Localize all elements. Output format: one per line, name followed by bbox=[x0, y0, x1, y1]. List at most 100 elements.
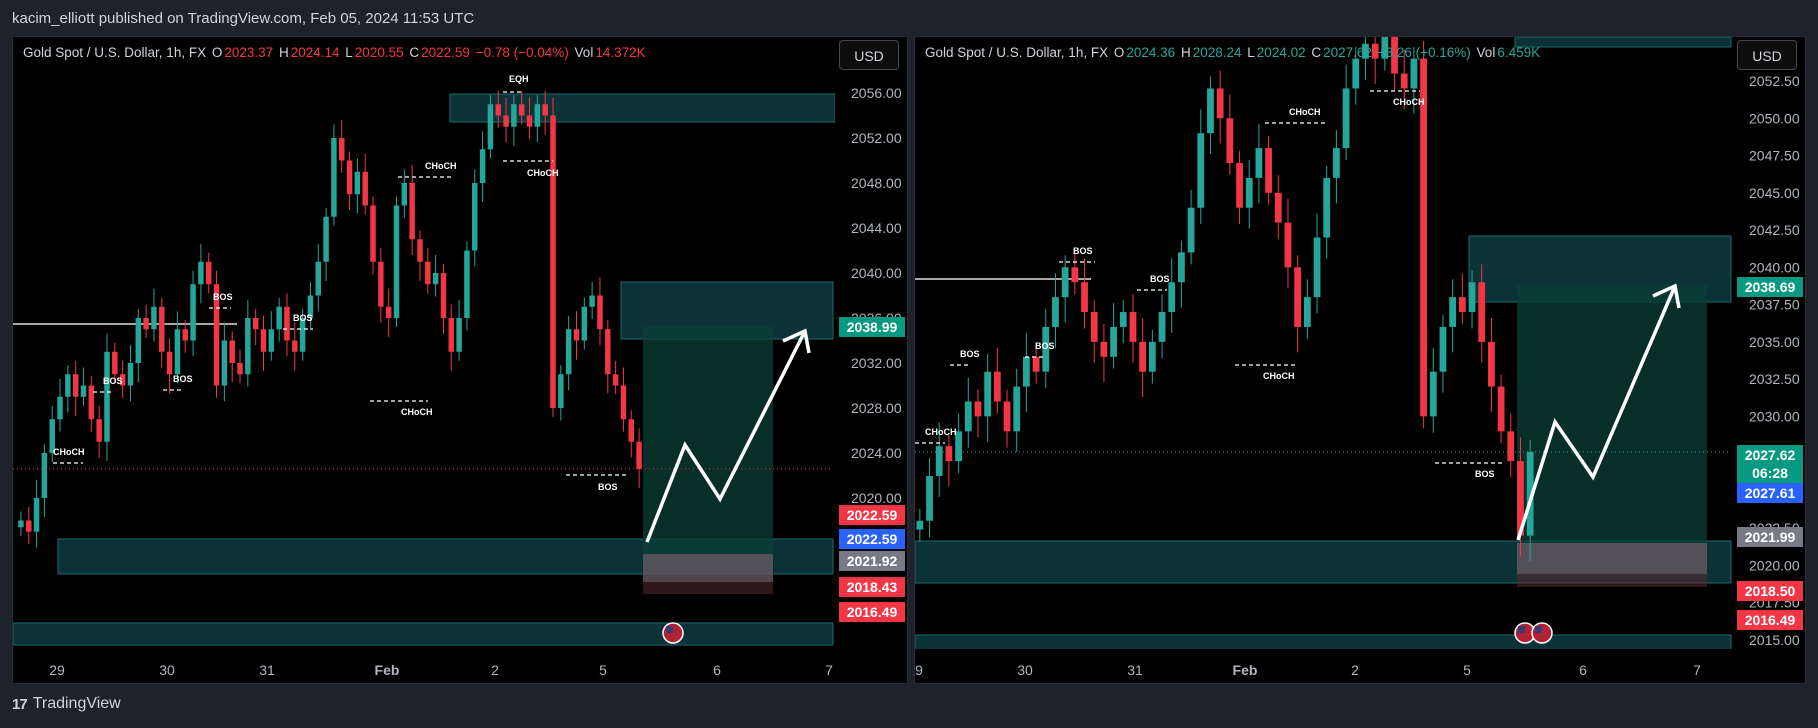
candle-body bbox=[1429, 371, 1437, 417]
price-label-tag bbox=[839, 317, 905, 337]
price-label-text: 2038.99 bbox=[847, 319, 898, 335]
candle-body bbox=[229, 340, 235, 363]
candle-body bbox=[1284, 222, 1292, 268]
price-axis-tick: 2040.00 bbox=[851, 265, 902, 281]
price-axis-tick: 2040.00 bbox=[1749, 259, 1800, 275]
legend-close-label: C bbox=[1311, 45, 1322, 60]
candle-body bbox=[245, 318, 251, 375]
structure-break-label: CHoCH bbox=[1393, 97, 1425, 107]
candle-body bbox=[409, 183, 415, 240]
price-axis-tick: 2045.00 bbox=[1749, 185, 1800, 201]
chart-canvas-right[interactable]: CHoCH BOS BOS BOS BOS CHoCH CHoCH CHoCH BOS 2052.… bbox=[915, 37, 1806, 684]
candle-body bbox=[88, 385, 95, 420]
time-axis-tick: Feb bbox=[1233, 662, 1258, 678]
chart-panel-left[interactable]: CHoCH BOS BOS BOS BOS CHoCH CHoCH EQH CHoCH BOS 20… bbox=[12, 36, 908, 684]
price-axis-tick: 2020.00 bbox=[851, 490, 902, 506]
candle-body bbox=[605, 329, 611, 375]
legend-symbol: Gold Spot / U.S. Dollar, 1h, FX bbox=[23, 45, 207, 60]
candle-body bbox=[974, 401, 982, 417]
structure-break-label: CHoCH bbox=[925, 427, 957, 437]
candle-body bbox=[1071, 267, 1079, 283]
structure-break-label: BOS bbox=[960, 349, 980, 359]
price-label-text: 2022.59 bbox=[847, 531, 898, 547]
price-label-text: 2027.61 bbox=[1745, 485, 1796, 501]
candle-body bbox=[1042, 326, 1050, 372]
candle-body bbox=[495, 104, 501, 116]
supply-demand-zone bbox=[13, 622, 834, 646]
price-label-tag bbox=[1737, 463, 1803, 483]
price-label-text: 2016.49 bbox=[847, 604, 898, 620]
structure-break-label: BOS bbox=[1150, 274, 1170, 284]
candle-body bbox=[542, 104, 548, 116]
candle-body bbox=[1187, 207, 1195, 253]
price-axis-tick: 2050.00 bbox=[1749, 110, 1800, 126]
legend-symbol: Gold Spot / U.S. Dollar, 1h, FX bbox=[925, 45, 1109, 60]
candle-body bbox=[432, 273, 439, 285]
price-axis-tick: 2048.00 bbox=[851, 175, 902, 191]
candle-body bbox=[456, 318, 462, 352]
candle-body bbox=[1400, 73, 1408, 89]
price-axis-bg bbox=[835, 37, 905, 683]
price-axis-tick: 2028.00 bbox=[851, 400, 902, 416]
supply-demand-zone bbox=[1514, 37, 1732, 48]
candle-body bbox=[1517, 461, 1524, 536]
candle-body bbox=[1148, 341, 1156, 372]
candle-body bbox=[1507, 431, 1515, 462]
legend-volume: 6.459K bbox=[1497, 45, 1541, 60]
candle-body bbox=[292, 340, 298, 352]
price-axis-tick: 2042.50 bbox=[1749, 222, 1800, 238]
candle-body bbox=[268, 329, 275, 352]
price-axis-tick: 2047.50 bbox=[1749, 148, 1800, 164]
currency-button-right[interactable]: USD bbox=[1737, 40, 1797, 70]
candle-body bbox=[1129, 312, 1137, 342]
price-label-text: 2027.62 bbox=[1745, 447, 1796, 463]
price-axis-tick: 2030.00 bbox=[1749, 408, 1800, 424]
candle-body bbox=[448, 318, 455, 352]
price-axis-tick: 2037.50 bbox=[1749, 297, 1800, 313]
candle-body bbox=[964, 401, 972, 432]
structure-break-label: CHoCH bbox=[1263, 371, 1295, 381]
candle-body bbox=[935, 446, 943, 477]
currency-button-left[interactable]: USD bbox=[839, 40, 899, 70]
candle-body bbox=[955, 431, 962, 462]
candle-body bbox=[354, 171, 361, 195]
candle-body bbox=[385, 306, 392, 318]
chart-panel-right[interactable]: CHoCH BOS BOS BOS BOS CHoCH CHoCH CHoCH BOS 2052.… bbox=[914, 36, 1806, 684]
candle-body bbox=[1216, 88, 1224, 119]
price-label-tag bbox=[1737, 527, 1803, 547]
chart-canvas-left[interactable]: CHoCH BOS BOS BOS BOS CHoCH CHoCH EQH CHoCH BOS 20… bbox=[13, 37, 908, 684]
candle-body bbox=[628, 419, 635, 442]
candle-body bbox=[1061, 267, 1069, 298]
candle-body bbox=[1410, 58, 1418, 89]
candle-body bbox=[1226, 118, 1234, 163]
price-label-text: 2018.50 bbox=[1745, 583, 1796, 599]
price-axis-tick: 2020.00 bbox=[1749, 557, 1800, 573]
candle-body bbox=[174, 329, 181, 375]
tradingview-logo-icon: 17 bbox=[12, 695, 28, 713]
candle-body bbox=[1178, 252, 1185, 283]
candle-body bbox=[945, 446, 953, 462]
candle-body bbox=[1488, 341, 1495, 387]
candle-body bbox=[237, 363, 243, 375]
candle-body bbox=[41, 453, 48, 498]
time-axis-tick: 29 bbox=[49, 662, 65, 678]
candle-body bbox=[1207, 88, 1214, 134]
candle-body bbox=[213, 284, 220, 386]
candle-body bbox=[198, 261, 204, 285]
legend-change: −0.78 (−0.04%) bbox=[475, 45, 569, 60]
legend-open-label: O bbox=[1113, 45, 1125, 60]
candle-body bbox=[315, 261, 322, 296]
candle-body bbox=[104, 351, 110, 442]
candle-body bbox=[1110, 326, 1117, 357]
price-label-tag bbox=[839, 529, 905, 549]
candle-body bbox=[190, 284, 196, 341]
candle-body bbox=[276, 306, 282, 330]
candle-body bbox=[565, 329, 572, 375]
ohlc-legend-left: Gold Spot / U.S. Dollar, 1h, FX O 2023.37… bbox=[23, 45, 648, 60]
price-label-tag bbox=[1737, 483, 1803, 503]
time-axis-tick: 5 bbox=[599, 662, 607, 678]
price-label-text: 2038.69 bbox=[1745, 279, 1796, 295]
candle-body bbox=[33, 498, 40, 532]
candle-body bbox=[1333, 148, 1340, 178]
candle-body bbox=[993, 371, 1001, 402]
